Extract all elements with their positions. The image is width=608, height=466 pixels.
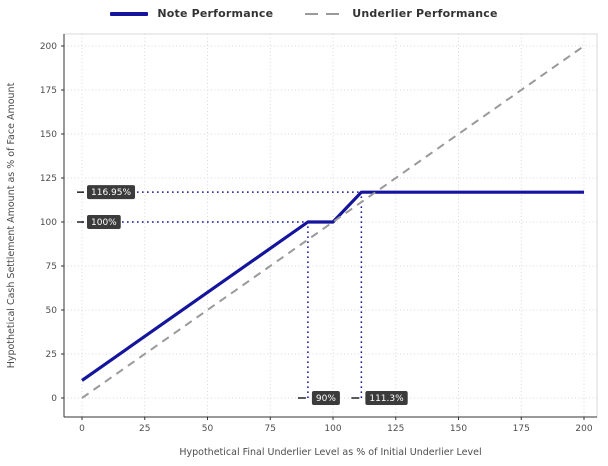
x-tick-label: 175 <box>513 424 530 434</box>
x-tick-label: 125 <box>387 424 404 434</box>
annotation-text: 90% <box>316 394 336 404</box>
annotation-text: 111.3% <box>369 394 404 404</box>
annotation-box <box>87 185 136 200</box>
legend-item-note-performance: Note Performance <box>110 7 273 20</box>
y-tick-label: 175 <box>40 86 57 96</box>
y-tick-label: 25 <box>46 350 57 360</box>
x-tick-label: 150 <box>450 424 467 434</box>
note-performance-line <box>81 190 584 382</box>
x-tick-label: 100 <box>324 424 341 434</box>
x-tick-label: 50 <box>202 424 214 434</box>
plot-panel <box>64 34 597 417</box>
x-tick-label: 200 <box>575 424 592 434</box>
x-tick-label: 75 <box>265 424 276 434</box>
underlier-performance-line-swatch <box>305 12 344 15</box>
legend-item-underlier-performance: Underlier Performance <box>305 7 497 20</box>
x-tick-label: 25 <box>139 424 150 434</box>
x-axis-title: Hypothetical Final Underlier Level as % … <box>179 447 481 458</box>
y-tick-label: 50 <box>46 306 58 316</box>
annotation-text: 116.95% <box>91 188 131 198</box>
y-tick-label: 200 <box>40 42 57 52</box>
legend-label-note-performance: Note Performance <box>157 7 274 20</box>
legend-label-underlier-performance: Underlier Performance <box>352 7 498 20</box>
annotation-text: 100% <box>91 218 117 228</box>
y-tick-label: 100 <box>40 218 57 228</box>
chart-legend: Note Performance Underlier Performance <box>0 7 608 20</box>
underlier-performance-line <box>81 45 585 399</box>
annotation-box <box>311 391 340 405</box>
y-axis-title: Hypothetical Cash Settlement Amount as %… <box>6 82 17 368</box>
note-performance-line-swatch <box>110 11 149 16</box>
y-tick-label: 125 <box>40 174 57 184</box>
y-tick-label: 75 <box>46 262 57 272</box>
x-tick-label: 0 <box>79 424 85 434</box>
y-tick-label: 0 <box>51 394 57 404</box>
annotation-box <box>365 391 408 405</box>
annotation-box <box>87 215 121 229</box>
y-tick-label: 150 <box>40 130 57 140</box>
